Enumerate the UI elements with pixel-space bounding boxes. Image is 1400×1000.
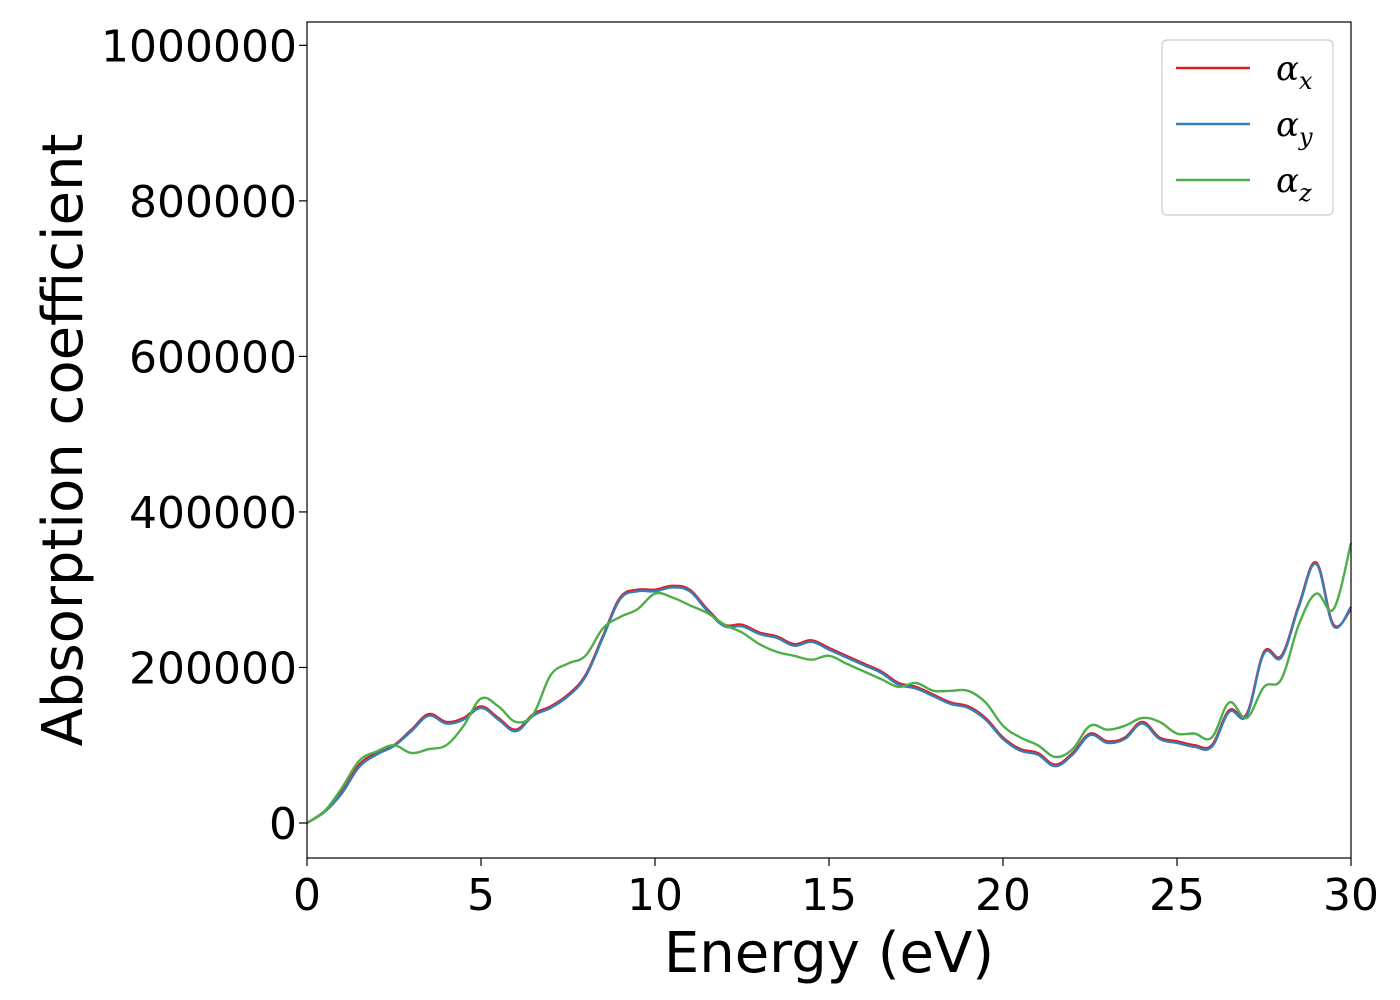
x-tick-label: 30 — [1323, 870, 1379, 921]
x-axis-ticks: 0 5 10 15 20 25 30 — [293, 858, 1379, 921]
legend-label-base: α — [1276, 161, 1299, 201]
series-layer — [306, 542, 1353, 825]
x-tick-label: 20 — [975, 870, 1031, 921]
series-line-y — [306, 562, 1353, 825]
legend-label-subscript: y — [1298, 123, 1313, 151]
y-axis-title: Absorption coefficient — [31, 134, 96, 747]
y-axis-ticks: 0 200000 400000 600000 800000 1000000 — [101, 21, 307, 850]
x-axis-title: Energy (eV) — [664, 921, 994, 986]
y-tick-label: 1000000 — [101, 21, 297, 72]
legend-label-z: αz — [1276, 161, 1312, 207]
x-tick-label: 0 — [293, 870, 321, 921]
legend-label-base: α — [1276, 105, 1299, 145]
y-tick-label: 800000 — [129, 177, 297, 228]
x-tick-label: 10 — [627, 870, 683, 921]
legend-label-x: αx — [1276, 49, 1313, 95]
legend-label-subscript: z — [1298, 179, 1312, 207]
x-tick-label: 15 — [801, 870, 857, 921]
y-tick-label: 0 — [269, 799, 297, 850]
x-tick-label: 25 — [1149, 870, 1205, 921]
x-tick-label: 5 — [467, 870, 495, 921]
legend-label-base: α — [1276, 49, 1299, 89]
y-tick-label: 200000 — [129, 643, 297, 694]
legend-label-subscript: x — [1299, 67, 1313, 95]
legend-label-y: αy — [1276, 105, 1313, 151]
legend-box — [1161, 39, 1334, 216]
y-tick-label: 400000 — [129, 488, 297, 539]
series-line-x — [306, 561, 1352, 825]
series-line-z — [306, 542, 1353, 825]
y-tick-label: 600000 — [129, 332, 297, 383]
